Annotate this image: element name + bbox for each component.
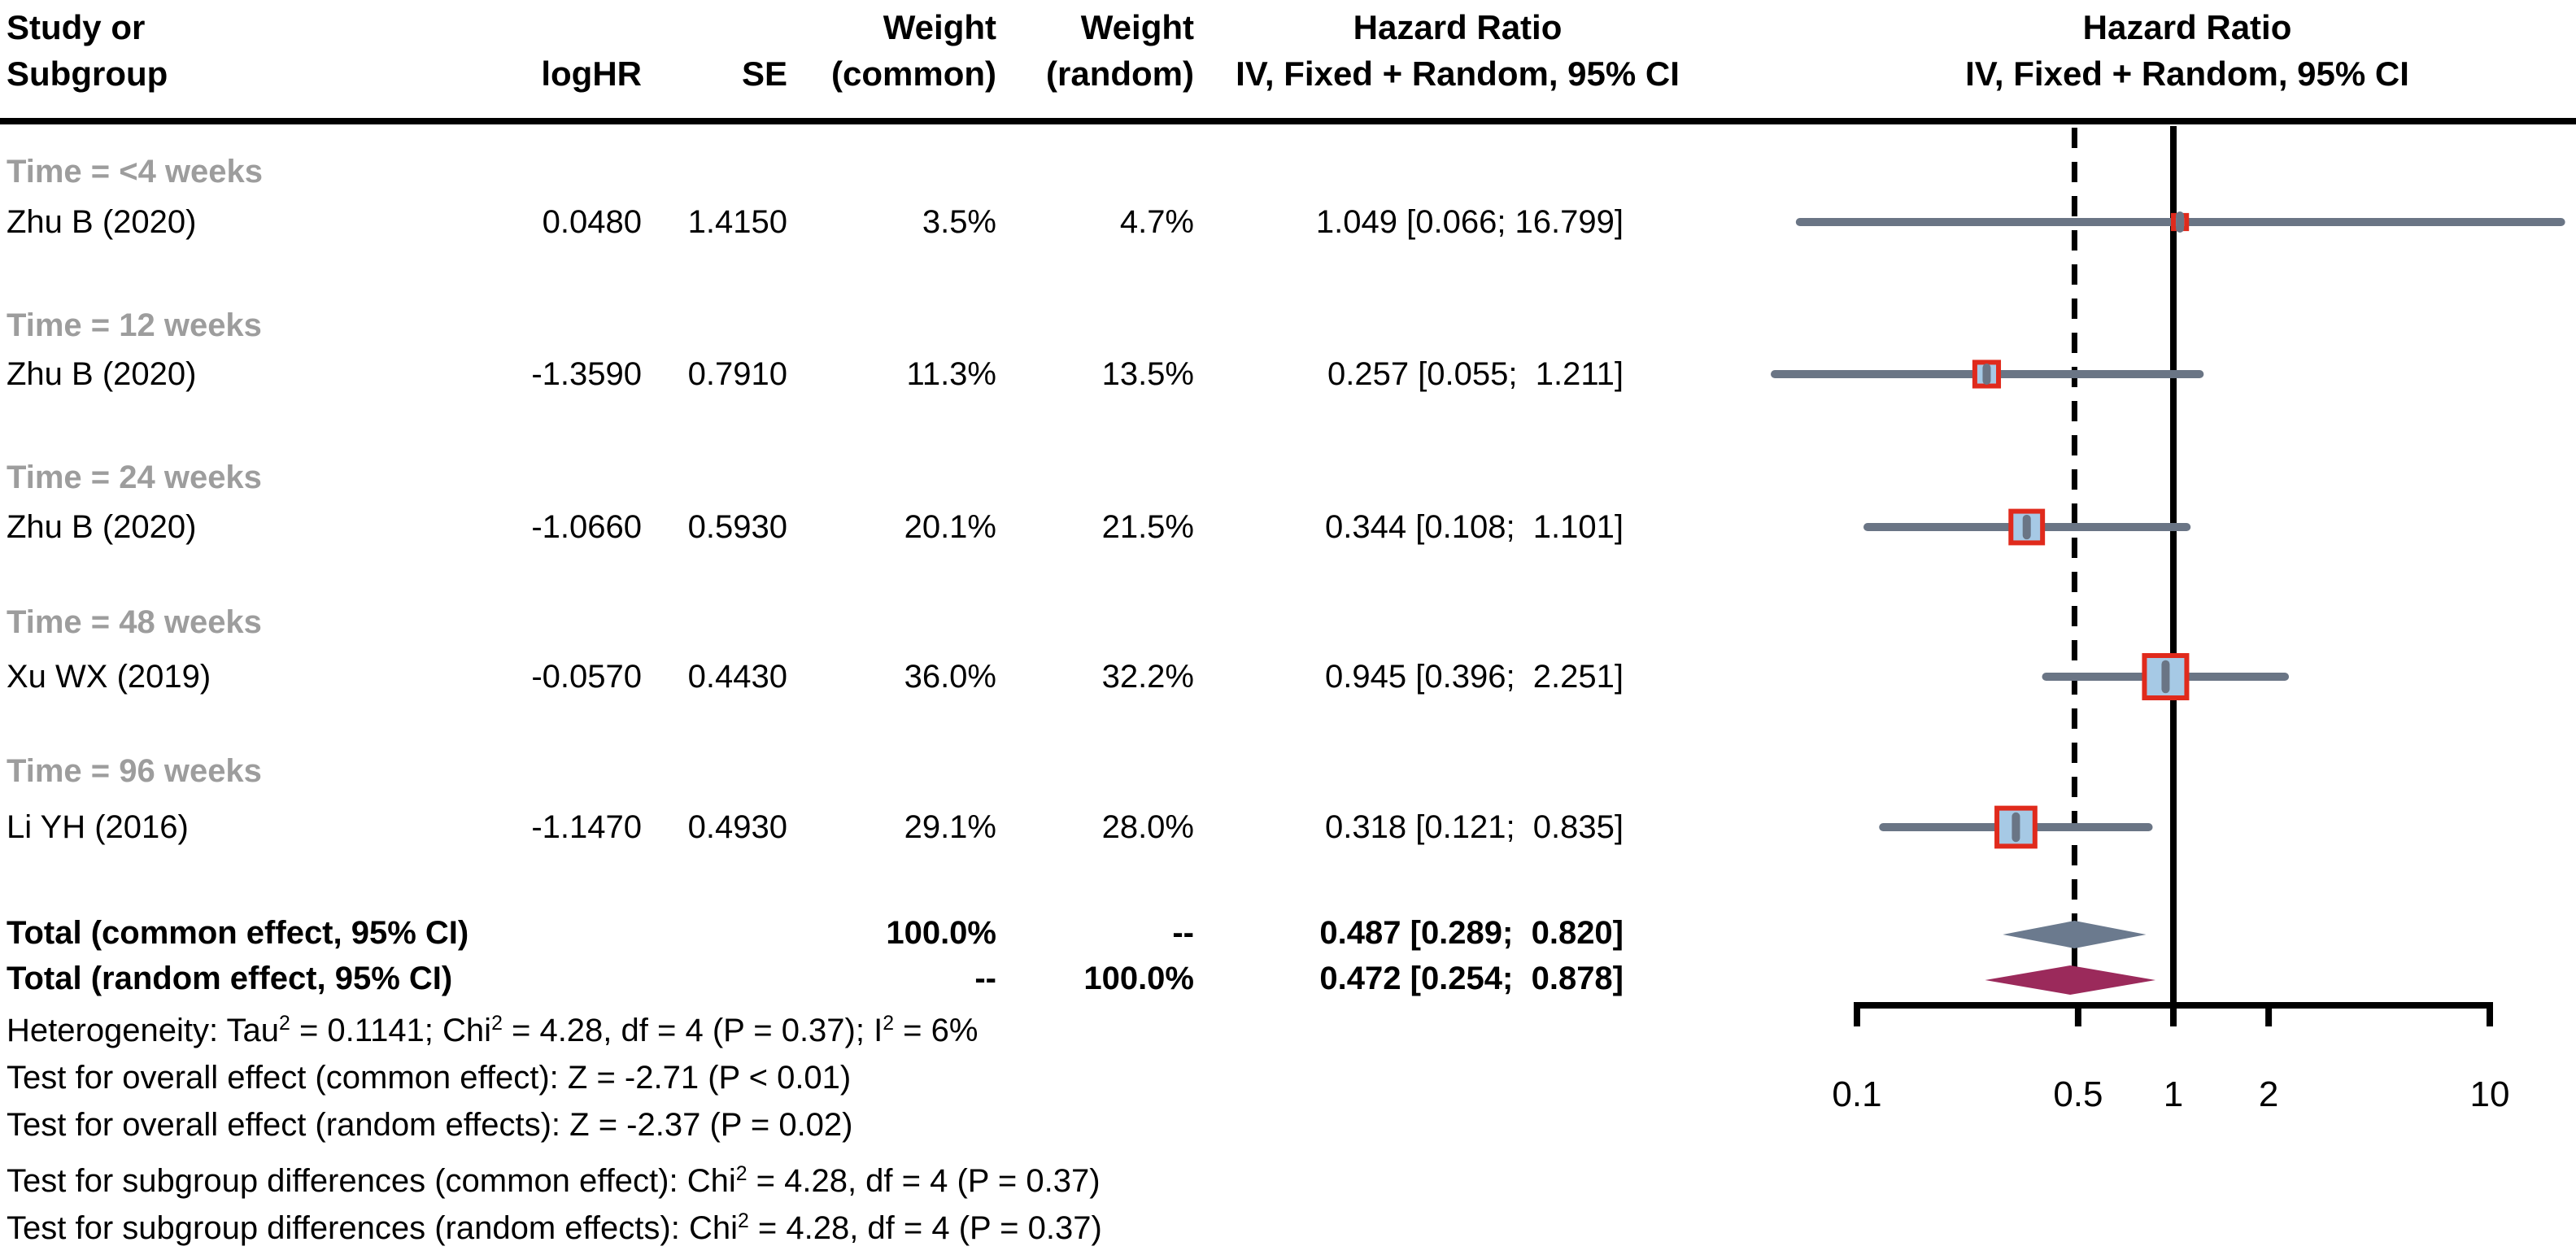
study-se: 0.7910 [687, 356, 787, 392]
footer-text-segment: Test for subgroup differences (random ef… [7, 1210, 738, 1246]
col-header-study-line1: Study or [7, 8, 146, 46]
study-weight-random: 13.5% [1101, 356, 1194, 392]
study-se: 0.4430 [687, 659, 787, 695]
footer-text-segment: Test for overall effect (random effects)… [7, 1107, 853, 1143]
axis-tick-label: 2 [2259, 1074, 2278, 1114]
footer-text-segment: = 4.28, df = 4 (P = 0.37); I [502, 1013, 883, 1048]
footer-text-segment: = 4.28, df = 4 (P = 0.37) [748, 1210, 1102, 1246]
superscript-2: 2 [735, 1163, 748, 1186]
study-weight-random: 32.2% [1101, 659, 1194, 695]
total-weight-random: 100.0% [1083, 961, 1194, 996]
study-weight-common: 11.3% [906, 356, 996, 392]
study-loghr: -1.1470 [531, 809, 642, 845]
col-header-weight-common-line2: (common) [831, 54, 996, 93]
estimate-marker [2022, 514, 2031, 540]
axis-tick-label: 10 [2470, 1074, 2510, 1114]
total-hr-ci-text: 0.472 [0.254; 0.878] [1319, 961, 1624, 996]
study-loghr: -1.3590 [531, 356, 642, 392]
footer-stat-line: Test for subgroup differences (common ef… [7, 1163, 1101, 1199]
total-label: Total (common effect, 95% CI) [7, 915, 469, 951]
study-se: 0.4930 [687, 809, 787, 845]
estimate-marker [2161, 660, 2170, 694]
axis-tick-label: 1 [2164, 1074, 2183, 1114]
footer-stat-line: Heterogeneity: Tau2 = 0.1141; Chi2 = 4.2… [7, 1013, 979, 1048]
superscript-2: 2 [883, 1013, 894, 1035]
study-weight-random: 4.7% [1119, 204, 1194, 240]
superscript-2: 2 [279, 1013, 290, 1035]
total-hr-ci-text: 0.487 [0.289; 0.820] [1319, 915, 1624, 951]
footer-text-segment: Heterogeneity: Tau [7, 1013, 280, 1048]
header-rule [0, 118, 2576, 124]
total-weight-random: -- [1172, 915, 1194, 951]
footer-text-segment: = 4.28, df = 4 (P = 0.37) [747, 1163, 1101, 1199]
summary-diamond-random [1985, 965, 2156, 995]
axis-tick-label: 0.5 [2053, 1074, 2103, 1114]
study-hr-ci-text: 0.344 [0.108; 1.101] [1325, 509, 1624, 545]
col-header-hr-plot-line2: IV, Fixed + Random, 95% CI [1965, 54, 2409, 93]
col-header-hr-text-line1: Hazard Ratio [1353, 8, 1563, 46]
footer-text-segment: = 6% [894, 1013, 979, 1048]
study-name: Zhu B (2020) [7, 356, 197, 392]
study-hr-ci-text: 1.049 [0.066; 16.799] [1315, 204, 1624, 240]
subgroup-label: Time = 12 weeks [7, 307, 262, 343]
estimate-marker [1982, 364, 1991, 385]
estimate-marker [2012, 812, 2020, 843]
subgroup-label: Time = 96 weeks [7, 753, 262, 789]
study-loghr: 0.0480 [542, 204, 642, 240]
col-header-se: SE [741, 54, 787, 93]
subgroup-label: Time = 48 weeks [7, 604, 262, 640]
superscript-2: 2 [737, 1210, 749, 1233]
total-weight-common: -- [974, 961, 996, 996]
study-weight-common: 20.1% [904, 509, 996, 545]
col-header-study-line2: Subgroup [7, 54, 168, 93]
study-loghr: -0.0570 [531, 659, 642, 695]
study-se: 1.4150 [687, 204, 787, 240]
study-hr-ci-text: 0.257 [0.055; 1.211] [1327, 356, 1624, 392]
study-weight-common: 36.0% [904, 659, 996, 695]
study-loghr: -1.0660 [531, 509, 642, 545]
study-hr-ci-text: 0.945 [0.396; 2.251] [1325, 659, 1624, 695]
col-header-weight-random-line1: Weight [1080, 8, 1194, 46]
study-weight-common: 3.5% [922, 204, 996, 240]
study-weight-common: 29.1% [904, 809, 996, 845]
total-label: Total (random effect, 95% CI) [7, 961, 453, 996]
study-name: Zhu B (2020) [7, 204, 197, 240]
study-name: Xu WX (2019) [7, 659, 211, 695]
study-name: Zhu B (2020) [7, 509, 197, 545]
footer-stat-line: Test for subgroup differences (random ef… [7, 1210, 1102, 1246]
footer-stat-line: Test for overall effect (common effect):… [7, 1061, 851, 1094]
study-weight-random: 21.5% [1101, 509, 1194, 545]
estimate-marker [2176, 211, 2185, 233]
summary-diamond-common [2003, 921, 2147, 948]
study-se: 0.5930 [687, 509, 787, 545]
axis-tick-label: 0.1 [1832, 1074, 1881, 1114]
total-weight-common: 100.0% [886, 915, 996, 951]
footer-text-segment: Test for subgroup differences (common ef… [7, 1163, 736, 1199]
study-hr-ci-text: 0.318 [0.121; 0.835] [1325, 809, 1624, 845]
col-header-hr-plot-line1: Hazard Ratio [2082, 8, 2292, 46]
study-weight-random: 28.0% [1101, 809, 1194, 845]
study-name: Li YH (2016) [7, 809, 189, 845]
col-header-loghr: logHR [541, 54, 642, 93]
col-header-hr-text-line2: IV, Fixed + Random, 95% CI [1236, 54, 1680, 93]
footer-text-segment: = 0.1141; Chi [290, 1013, 492, 1048]
subgroup-label: Time = <4 weeks [7, 154, 264, 190]
superscript-2: 2 [491, 1013, 503, 1035]
footer-stat-line: Test for overall effect (random effects)… [7, 1109, 853, 1141]
footer-text-segment: Test for overall effect (common effect):… [7, 1060, 852, 1096]
subgroup-label: Time = 24 weeks [7, 460, 262, 495]
col-header-weight-common-line1: Weight [883, 8, 996, 46]
col-header-weight-random-line2: (random) [1046, 54, 1194, 93]
